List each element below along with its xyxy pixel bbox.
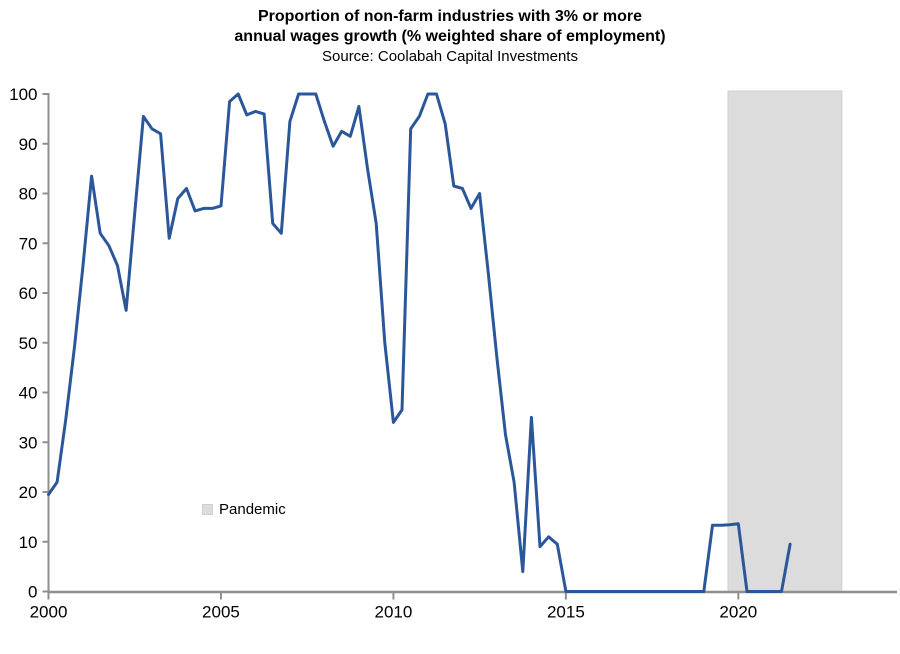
wage-share-line-series [47,92,792,593]
x-tick-label: 2020 [719,603,757,622]
x-tick-label: 2010 [375,603,413,622]
y-tick-label: 100 [9,85,37,104]
y-tick-label: 0 [28,583,37,602]
pandemic-band [727,90,843,593]
x-tick-label: 2000 [30,603,68,622]
y-tick-label: 70 [19,234,38,253]
chart-header: Proportion of non-farm industries with 3… [0,7,900,66]
y-tick-label: 20 [19,483,38,502]
x-tick-label: 2015 [547,603,585,622]
chart-title-line2: annual wages growth (% weighted share of… [234,28,666,45]
y-tick-label: 50 [19,334,38,353]
y-tick-label: 60 [19,284,38,303]
y-tick-label: 40 [19,384,38,403]
y-tick-label: 10 [19,533,38,552]
x-tick-label: 2005 [202,603,240,622]
y-tick-label: 30 [19,433,38,452]
y-tick-label: 80 [19,185,38,204]
pandemic-legend: Pandemic [202,501,286,518]
chart-title-line1: Proportion of non-farm industries with 3… [257,8,642,25]
pandemic-band-swatch-icon [202,504,213,515]
chart-source: Source: Coolabah Capital Investments [322,48,578,65]
y-tick-label: 90 [19,135,38,154]
pandemic-legend-label: Pandemic [219,501,286,518]
